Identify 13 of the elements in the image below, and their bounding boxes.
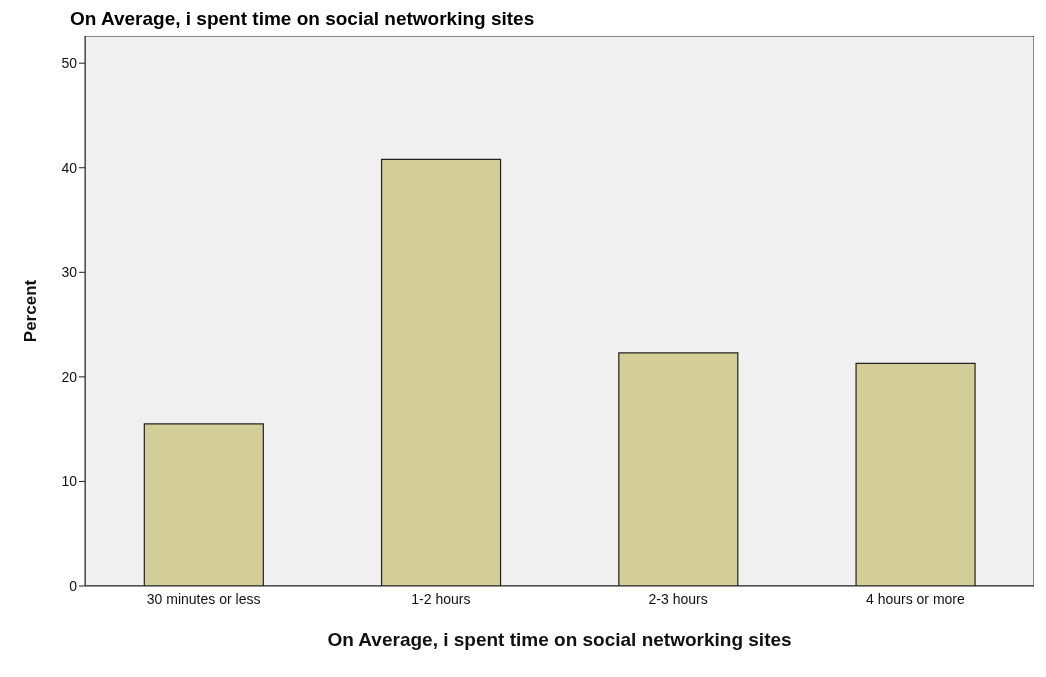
x-tick-label: 30 minutes or less (146, 590, 261, 607)
x-axis-title: On Average, i spent time on social networking sites (327, 629, 792, 650)
y-tick-label: 10 (61, 473, 78, 490)
chart-title: On Average, i spent time on social networking sites (70, 8, 536, 31)
y-tick-label: 30 (61, 264, 78, 281)
y-tick-label: 50 (61, 55, 78, 72)
x-tick-label: 2-3 hours (648, 590, 708, 607)
y-tick-label: 40 (61, 159, 78, 176)
y-tick-label: 0 (69, 577, 78, 594)
x-tick-label: 4 hours or more (865, 590, 965, 607)
x-tick-label: 1-2 hours (411, 590, 471, 607)
y-tick-label: 20 (61, 368, 78, 385)
y-axis-title: Percent (21, 279, 41, 343)
